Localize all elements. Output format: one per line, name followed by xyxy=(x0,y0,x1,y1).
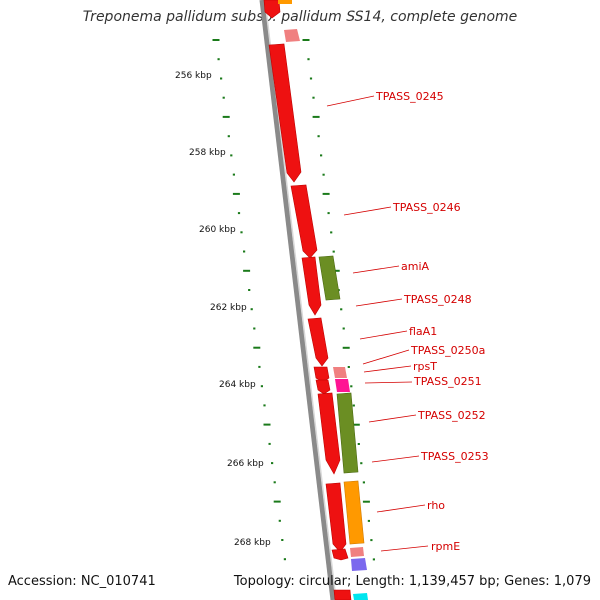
leader-line xyxy=(326,95,375,107)
cds-track-outer xyxy=(278,0,368,600)
tick-label: 256 kbp xyxy=(175,71,212,81)
feature-block-orange xyxy=(343,480,365,545)
gene-label: TPASS_0250a xyxy=(410,344,485,357)
feature-block-purple xyxy=(351,558,367,571)
gene-label: amiA xyxy=(401,260,430,273)
cds-arrow xyxy=(333,589,352,600)
gene-label: TPASS_0252 xyxy=(417,409,486,422)
genome-summary-text: Topology: circular; Length: 1,139,457 bp… xyxy=(233,574,591,589)
gene-label: rpsT xyxy=(413,360,437,373)
feature-block-cyan xyxy=(353,593,368,600)
leader-line xyxy=(343,206,392,216)
cds-arrow xyxy=(315,379,331,395)
gene-leader-lines xyxy=(326,95,429,552)
feature-block-magenta xyxy=(335,379,350,392)
leader-line xyxy=(359,330,408,340)
outer-tick-ring xyxy=(302,39,375,561)
feature-block-orange xyxy=(278,0,292,4)
cds-arrow xyxy=(290,184,318,259)
inner-tick-ring xyxy=(212,39,286,561)
cds-arrow xyxy=(325,482,347,553)
leader-line xyxy=(363,365,412,373)
gene-label: TPASS_0253 xyxy=(420,450,489,463)
leader-line xyxy=(380,545,429,552)
leader-line xyxy=(368,414,417,423)
tick-label: 262 kbp xyxy=(210,303,247,313)
leader-line xyxy=(355,298,403,307)
cds-track-inner xyxy=(263,0,352,600)
gene-label: TPASS_0248 xyxy=(403,293,472,306)
tick-label: 258 kbp xyxy=(189,148,226,158)
tick-label: 266 kbp xyxy=(227,459,264,469)
gene-label: TPASS_0251 xyxy=(413,375,482,388)
tick-label: 264 kbp xyxy=(219,380,256,390)
leader-line xyxy=(362,349,410,365)
leader-line xyxy=(364,381,413,384)
tick-label: 260 kbp xyxy=(199,225,236,235)
cds-arrow xyxy=(331,548,349,561)
feature-block-olive xyxy=(336,392,359,474)
gene-label: flaA1 xyxy=(409,325,437,338)
leader-line xyxy=(371,455,420,463)
cds-arrow xyxy=(268,43,302,183)
feature-block-pink xyxy=(350,547,364,557)
cds-arrow xyxy=(317,392,341,475)
gene-label: TPASS_0245 xyxy=(375,90,444,103)
gene-labels: TPASS_0245 TPASS_0246 amiA TPASS_0248 fl… xyxy=(375,90,489,553)
leader-line xyxy=(352,265,400,274)
cds-arrow xyxy=(301,256,322,316)
feature-block-pink xyxy=(333,367,347,378)
map-title: Treponema pallidum subsp. pallidum SS14,… xyxy=(82,9,518,25)
gene-label: TPASS_0246 xyxy=(392,201,461,214)
feature-block-pink xyxy=(284,29,300,42)
cds-arrow xyxy=(263,0,281,19)
feature-block-olive xyxy=(318,255,341,301)
tick-labels: 256 kbp 258 kbp 260 kbp 262 kbp 264 kbp … xyxy=(175,71,271,548)
gene-label: rpmE xyxy=(431,540,460,553)
cds-arrow xyxy=(307,317,329,367)
gene-label: rho xyxy=(427,499,445,512)
leader-line xyxy=(376,504,426,513)
backbone-line xyxy=(259,0,336,600)
tick-label: 268 kbp xyxy=(234,538,271,548)
accession-text: Accession: NC_010741 xyxy=(8,574,156,589)
